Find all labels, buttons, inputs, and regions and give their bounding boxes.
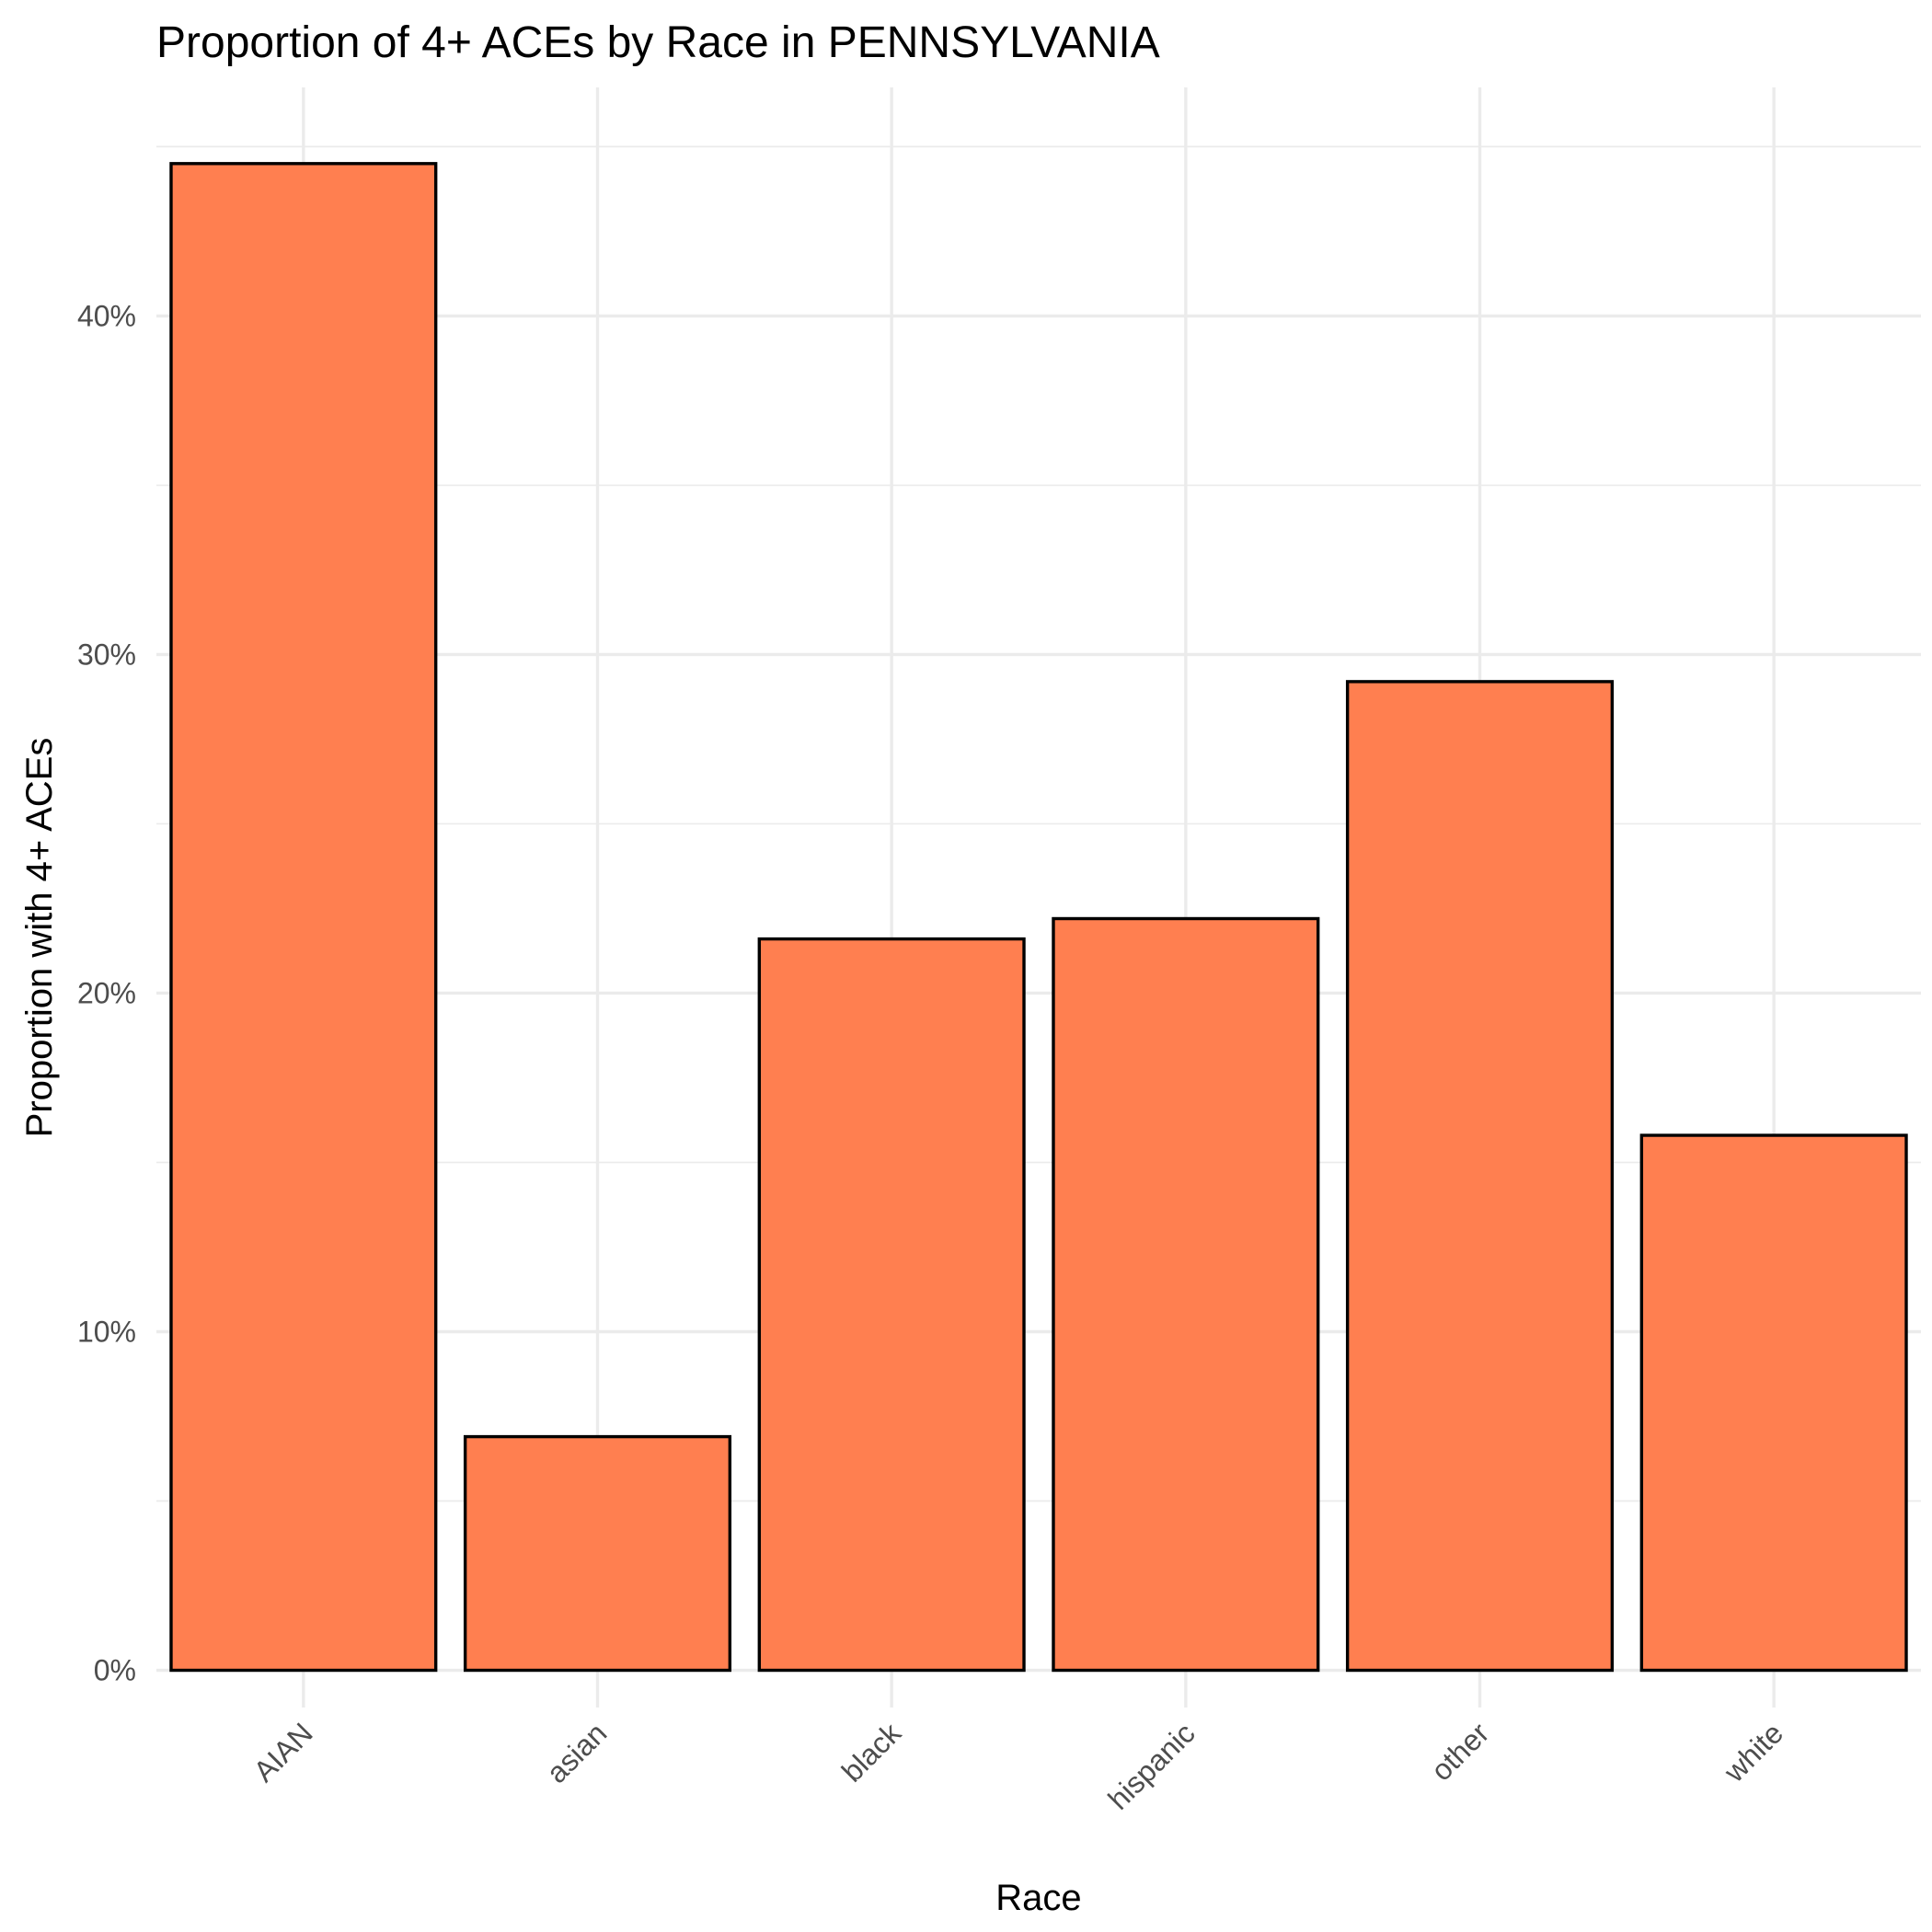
x-tick-label: white [1717,1716,1789,1788]
x-axis-title: Race [995,1878,1081,1918]
x-axis-tick-labels: AIAN asian black hispanic other white [247,1716,1790,1816]
x-tick-label: asian [540,1716,614,1789]
y-axis-tick-labels: 0% 10% 20% 30% 40% [77,299,136,1686]
bars [169,162,1908,1673]
x-tick-label: hispanic [1101,1716,1201,1815]
bar-black [757,937,1026,1673]
y-axis-title: Proportion with 4+ ACEs [19,738,60,1138]
minor-gridlines [156,145,1921,1502]
y-tick-label: 0% [94,1654,136,1687]
y-tick-label: 40% [77,299,136,332]
x-tick-label: AIAN [247,1716,319,1788]
bar-aian [169,162,438,1673]
y-tick-label: 30% [77,638,136,671]
chart-title: Proportion of 4+ ACEs by Race in PENNSYL… [156,18,1160,67]
bar-asian [463,1434,732,1673]
bar-other [1345,680,1615,1673]
x-tick-label: other [1424,1716,1495,1787]
bar-white [1639,1133,1908,1673]
bar-hispanic [1052,916,1320,1673]
x-tick-label: black [835,1716,908,1788]
y-tick-label: 10% [77,1315,136,1348]
y-tick-label: 20% [77,976,136,1009]
